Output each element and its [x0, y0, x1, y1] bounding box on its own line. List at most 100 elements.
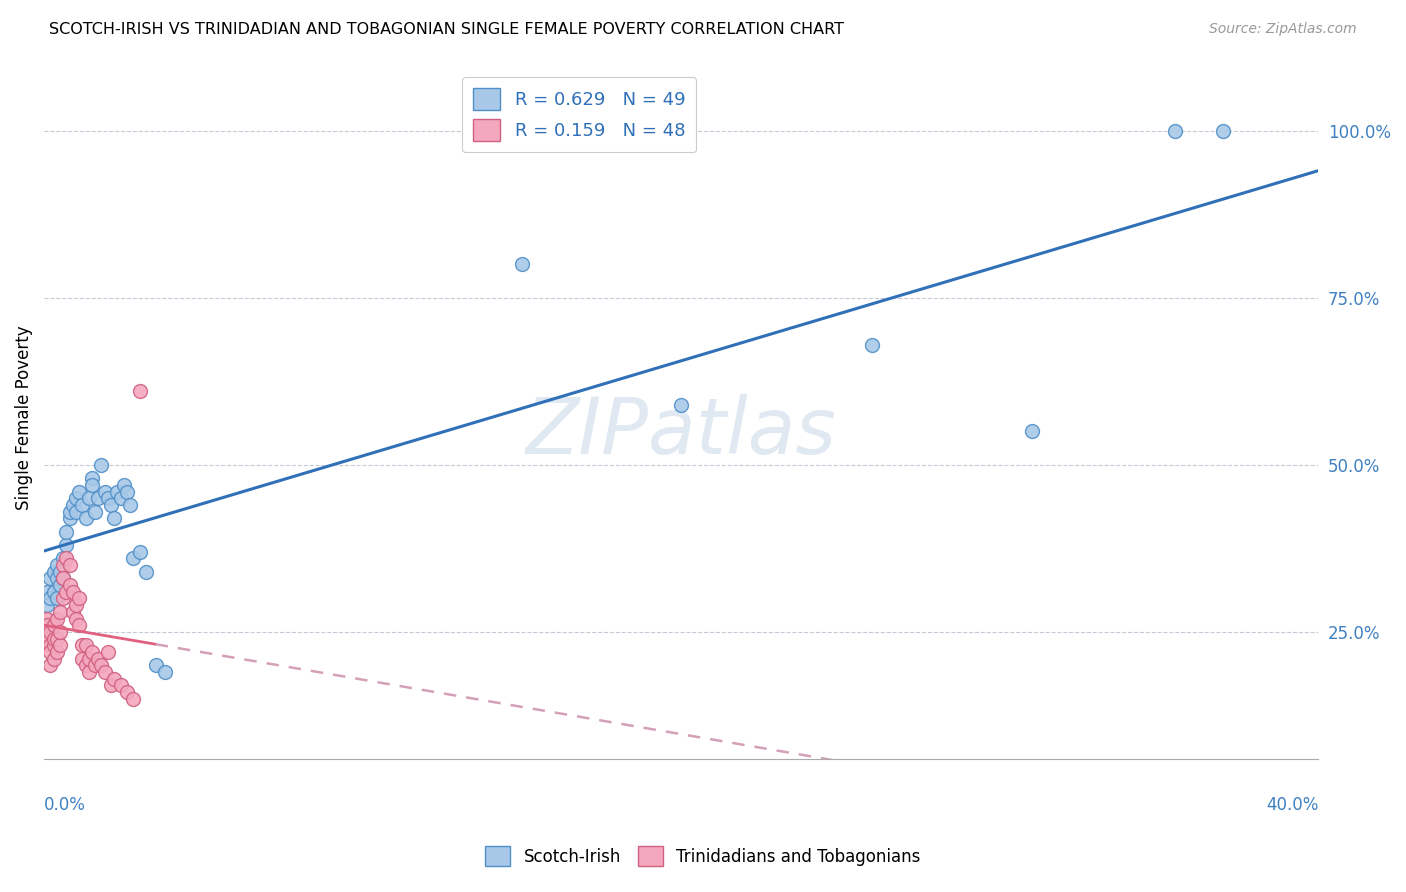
Point — [55, 524, 77, 539]
Point — [42, 565, 65, 579]
Point — [58, 578, 80, 592]
Point — [62, 584, 84, 599]
Point — [55, 538, 77, 552]
Point — [42, 651, 65, 665]
Point — [77, 665, 100, 679]
Point — [39, 658, 62, 673]
Text: Source: ZipAtlas.com: Source: ZipAtlas.com — [1209, 22, 1357, 37]
Point — [72, 638, 94, 652]
Point — [122, 691, 145, 706]
Point — [97, 491, 120, 506]
Point — [65, 598, 87, 612]
Point — [93, 665, 115, 679]
Point — [110, 491, 132, 506]
Text: ZIPatlas: ZIPatlas — [526, 393, 837, 470]
Point — [128, 384, 150, 399]
Point — [67, 618, 90, 632]
Point — [65, 611, 87, 625]
Point — [72, 651, 94, 665]
Point — [45, 645, 67, 659]
Point — [45, 591, 67, 606]
Point — [103, 672, 125, 686]
Point — [39, 645, 62, 659]
Point — [87, 651, 110, 665]
Point — [49, 565, 72, 579]
Legend: R = 0.629   N = 49, R = 0.159   N = 48: R = 0.629 N = 49, R = 0.159 N = 48 — [463, 78, 696, 153]
Point — [49, 605, 72, 619]
Point — [37, 598, 59, 612]
Point — [42, 638, 65, 652]
Point — [37, 618, 59, 632]
Point — [115, 685, 138, 699]
Point — [45, 571, 67, 585]
Point — [62, 605, 84, 619]
Point — [39, 591, 62, 606]
Point — [80, 645, 103, 659]
Point — [67, 484, 90, 499]
Point — [100, 498, 122, 512]
Point — [75, 658, 97, 673]
Point — [84, 505, 107, 519]
Point — [45, 632, 67, 646]
Point — [39, 624, 62, 639]
Point — [37, 611, 59, 625]
Text: SCOTCH-IRISH VS TRINIDADIAN AND TOBAGONIAN SINGLE FEMALE POVERTY CORRELATION CHA: SCOTCH-IRISH VS TRINIDADIAN AND TOBAGONI… — [49, 22, 844, 37]
Point — [90, 658, 112, 673]
Point — [122, 551, 145, 566]
Point — [87, 491, 110, 506]
Point — [39, 571, 62, 585]
Point — [75, 511, 97, 525]
Point — [58, 505, 80, 519]
Point — [145, 658, 167, 673]
Point — [135, 565, 157, 579]
Point — [55, 584, 77, 599]
Text: 0.0%: 0.0% — [44, 797, 86, 814]
Point — [42, 618, 65, 632]
Point — [77, 491, 100, 506]
Point — [45, 611, 67, 625]
Point — [93, 484, 115, 499]
Point — [860, 337, 883, 351]
Point — [115, 484, 138, 499]
Point — [62, 498, 84, 512]
Point — [153, 665, 176, 679]
Y-axis label: Single Female Poverty: Single Female Poverty — [15, 326, 32, 510]
Point — [52, 571, 75, 585]
Point — [67, 591, 90, 606]
Point — [1021, 425, 1043, 439]
Point — [42, 584, 65, 599]
Point — [49, 624, 72, 639]
Point — [103, 511, 125, 525]
Point — [52, 571, 75, 585]
Point — [42, 632, 65, 646]
Point — [100, 678, 122, 692]
Point — [110, 678, 132, 692]
Point — [58, 558, 80, 572]
Point — [45, 558, 67, 572]
Point — [128, 545, 150, 559]
Point — [58, 511, 80, 525]
Point — [1212, 124, 1234, 138]
Point — [97, 645, 120, 659]
Point — [52, 558, 75, 572]
Point — [1164, 124, 1187, 138]
Text: 40.0%: 40.0% — [1265, 797, 1319, 814]
Point — [65, 505, 87, 519]
Point — [52, 591, 75, 606]
Point — [37, 632, 59, 646]
Point — [90, 458, 112, 472]
Point — [37, 584, 59, 599]
Point — [49, 638, 72, 652]
Point — [77, 651, 100, 665]
Point — [72, 498, 94, 512]
Point — [84, 658, 107, 673]
Point — [80, 471, 103, 485]
Point — [112, 478, 135, 492]
Legend: Scotch-Irish, Trinidadians and Tobagonians: Scotch-Irish, Trinidadians and Tobagonia… — [477, 838, 929, 875]
Point — [75, 638, 97, 652]
Point — [105, 484, 128, 499]
Point — [49, 578, 72, 592]
Point — [65, 491, 87, 506]
Point — [120, 498, 142, 512]
Point — [510, 257, 533, 271]
